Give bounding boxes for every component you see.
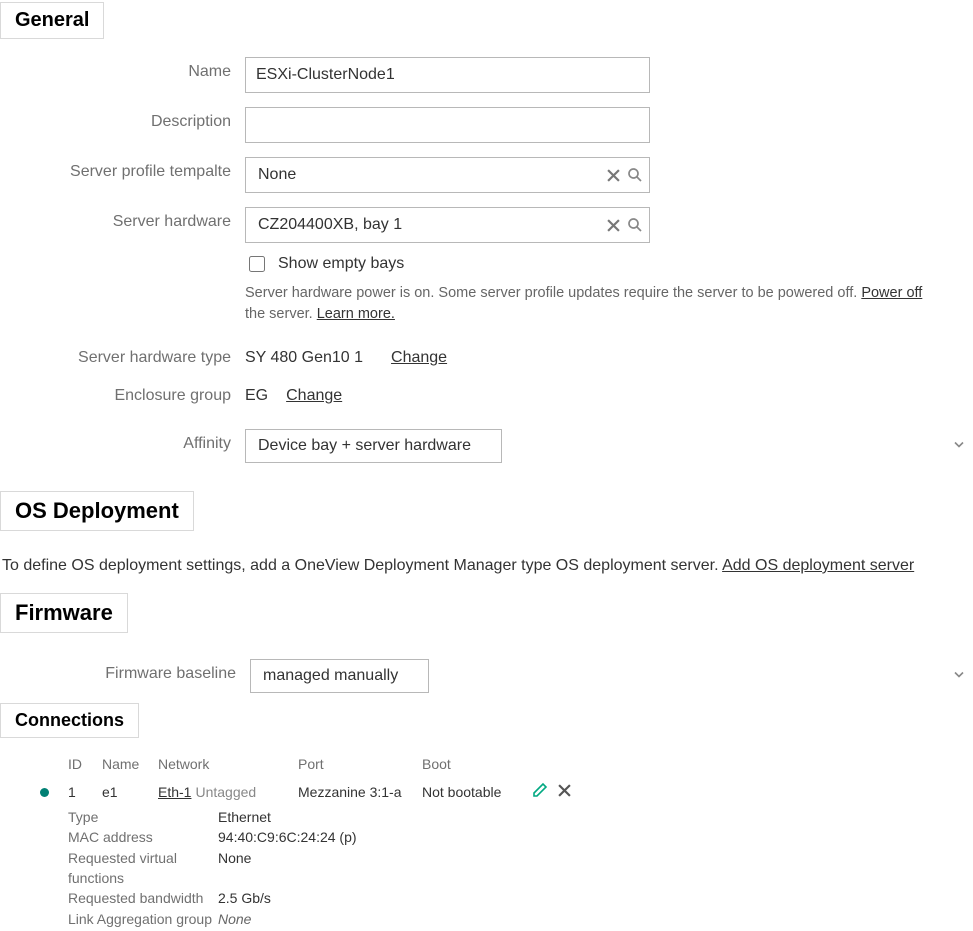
template-label: Server profile tempalte (0, 157, 245, 181)
connection-row[interactable]: 1 e1 Eth-1Untagged Mezzanine 3:1-a Not b… (40, 782, 973, 801)
enclosure-label: Enclosure group (0, 381, 245, 405)
detail-mac-value: 94:40:C9:6C:24:24 (p) (218, 827, 357, 847)
detail-rvf-value: None (218, 848, 251, 889)
hardware-input[interactable] (245, 207, 650, 243)
conn-tag: Untagged (195, 784, 256, 800)
firmware-baseline-label: Firmware baseline (0, 659, 250, 683)
col-name: Name (102, 756, 158, 772)
connections-header-row: ID Name Network Port Boot (40, 756, 973, 772)
affinity-select[interactable]: Device bay + server hardware (245, 429, 973, 463)
firmware-baseline-select[interactable]: managed manually (250, 659, 973, 693)
detail-type-label: Type (68, 807, 218, 827)
clear-icon[interactable] (604, 166, 622, 184)
section-header-general: General (0, 2, 104, 39)
chevron-down-icon (953, 668, 965, 685)
name-label: Name (0, 57, 245, 81)
detail-type-value: Ethernet (218, 807, 271, 827)
conn-id: 1 (68, 784, 102, 800)
detail-rvf-label: Requested virtual functions (68, 848, 218, 889)
section-header-os: OS Deployment (0, 491, 194, 531)
show-empty-label: Show empty bays (278, 255, 404, 273)
detail-bw-value: 2.5 Gb/s (218, 888, 271, 908)
os-deployment-message: To define OS deployment settings, add a … (2, 557, 973, 575)
conn-network-link[interactable]: Eth-1 (158, 784, 191, 800)
enclosure-value: EG (245, 381, 268, 405)
enclosure-change-link[interactable]: Change (286, 381, 342, 405)
show-empty-checkbox[interactable] (249, 256, 265, 272)
edit-icon[interactable] (532, 782, 548, 801)
chevron-down-icon (953, 438, 965, 455)
learn-more-link[interactable]: Learn more. (317, 306, 395, 322)
delete-icon[interactable] (558, 784, 571, 800)
clear-icon[interactable] (604, 216, 622, 234)
affinity-label: Affinity (0, 429, 245, 453)
status-dot-icon (40, 788, 49, 797)
section-header-connections: Connections (0, 703, 139, 738)
connection-details: Type Ethernet MAC address 94:40:C9:6C:24… (68, 807, 973, 929)
name-input[interactable] (245, 57, 650, 93)
template-combo[interactable] (245, 157, 650, 193)
template-input[interactable] (245, 157, 650, 193)
conn-port: Mezzanine 3:1-a (298, 784, 422, 800)
conn-name: e1 (102, 784, 158, 800)
hardware-hint: Server hardware power is on. Some server… (245, 283, 925, 325)
hardware-label: Server hardware (0, 207, 245, 231)
detail-mac-label: MAC address (68, 827, 218, 847)
hw-type-value: SY 480 Gen10 1 (245, 343, 363, 367)
col-port: Port (298, 756, 422, 772)
description-label: Description (0, 107, 245, 131)
search-icon[interactable] (626, 216, 644, 234)
col-boot: Boot (422, 756, 532, 772)
hw-type-label: Server hardware type (0, 343, 245, 367)
col-id: ID (68, 756, 102, 772)
add-os-deployment-link[interactable]: Add OS deployment server (722, 557, 914, 574)
hardware-combo[interactable] (245, 207, 650, 243)
search-icon[interactable] (626, 166, 644, 184)
conn-boot: Not bootable (422, 784, 532, 800)
detail-bw-label: Requested bandwidth (68, 888, 218, 908)
detail-lag-value: None (218, 909, 251, 929)
description-input[interactable] (245, 107, 650, 143)
detail-lag-label: Link Aggregation group (68, 909, 218, 929)
hw-type-change-link[interactable]: Change (391, 343, 447, 367)
section-header-firmware: Firmware (0, 593, 128, 633)
col-network: Network (158, 756, 298, 772)
power-off-link[interactable]: Power off (861, 285, 922, 301)
